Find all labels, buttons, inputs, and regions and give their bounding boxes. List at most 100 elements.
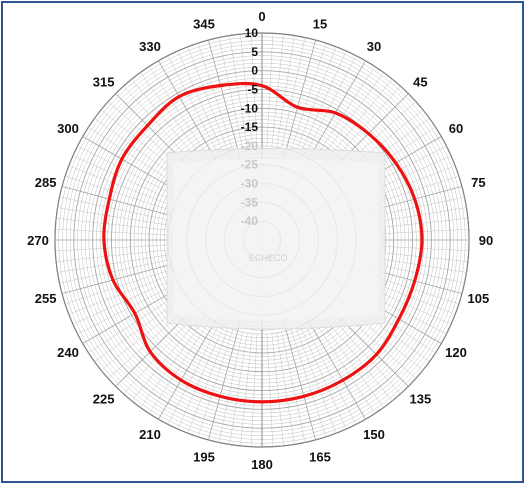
grid-spoke [304,323,357,425]
grid-spoke [250,333,258,447]
angle-tick-label: 255 [35,291,57,306]
grid-spoke [77,282,179,335]
angle-tick-label: 270 [27,233,49,248]
series-layer [102,81,424,404]
grid-spoke [266,333,274,447]
grid-spoke [317,315,384,408]
angle-tick-label: 315 [93,75,115,90]
grid-spoke [187,46,229,153]
grid-spoke [131,312,203,402]
watermark-ring [205,183,319,297]
grid-spoke [77,145,179,198]
radial-tick-label: 5 [251,45,258,59]
radial-tick-label: -40 [241,214,259,228]
grid-spoke [177,325,224,430]
grid-spoke [276,35,295,148]
grid-spoke [229,332,248,445]
grid-spoke [218,331,243,443]
angle-tick-label: 165 [309,449,331,464]
grid-spoke [197,329,234,437]
grid-spoke [72,155,177,202]
grid-spoke [72,278,177,325]
angle-tick-label: 135 [410,391,432,406]
grid-spoke [197,43,234,151]
grid-spoke [281,331,306,443]
device-face [173,159,379,320]
grid-spoke [149,66,211,162]
grid-spoke [140,315,207,408]
radial-tick-label: -35 [241,195,259,209]
grid-spoke [59,196,171,221]
grid-spoke [281,37,306,149]
grid-spoke [177,50,224,155]
radial-tick-label: 10 [245,26,259,40]
grid-spoke [304,55,357,157]
angle-tick-label: 30 [367,39,381,54]
radial-tick-label: -25 [241,158,259,172]
angle-tick-label: 45 [413,75,427,90]
angle-tick-label: 210 [139,427,161,442]
angle-tick-label: 300 [57,121,79,136]
angle-tick-label: 15 [313,17,327,32]
grid-spoke [313,318,375,414]
angle-tick-label: 180 [251,457,273,472]
angle-tick-labels: 0153045607590105120135150165180195210225… [27,9,493,472]
watermark-ring [242,220,282,260]
radial-tick-label: -10 [241,101,259,115]
grid-spoke [55,228,169,236]
watermark-ring [186,164,338,316]
grid-spoke [276,332,295,445]
angle-tick-label: 225 [93,391,115,406]
grid-spoke [271,34,284,147]
radial-tick-label: -5 [247,82,258,96]
grid-spoke [218,37,243,149]
grid-spoke [295,327,337,434]
grid-spoke [57,254,170,273]
angle-tick-label: 285 [35,175,57,190]
angle-tick-label: 120 [445,345,467,360]
grid-spoke [295,46,337,153]
grid-spoke [290,43,327,151]
grid-spoke [271,333,284,446]
angle-tick-label: 75 [471,175,485,190]
grid-spoke [59,259,171,284]
radial-tick-label: -30 [241,177,259,191]
grid-spoke [65,175,173,212]
angle-tick-label: 60 [449,121,463,136]
grid-spoke [321,312,393,402]
grid-spoke [68,165,175,207]
angle-tick-label: 105 [468,291,490,306]
grid-spoke [56,249,169,262]
grid-spoke [56,218,169,231]
angle-tick-label: 0 [258,9,265,24]
watermark-label: ECHECO [249,253,288,263]
radial-tick-label: -20 [241,139,259,153]
angle-tick-label: 195 [193,449,215,464]
radial-tick-labels: 10 5 0 -5 -10 -15 -20 -25 -30 -35 -40 [241,26,259,228]
grid-spoke [229,35,248,148]
grid-spoke [313,66,375,162]
grid-spoke [167,55,220,157]
device-watermark: ECHECO [166,145,386,335]
radial-tick-label: 0 [251,64,258,78]
grid-spoke [187,327,229,434]
angle-tick-label: 90 [479,233,493,248]
watermark-ring [167,145,357,335]
grid-spoke [240,333,253,446]
grid-spoke [149,318,211,414]
grid-spoke [57,207,170,226]
angle-tick-label: 150 [363,427,385,442]
angle-tick-label: 330 [139,39,161,54]
grid-spoke [300,325,347,430]
watermark-ring [224,202,300,278]
angle-tick-label: 345 [193,17,215,32]
angle-tick-label: 240 [57,345,79,360]
grid-spoke [300,50,347,155]
grid-spoke [250,33,258,147]
grid-spoke [240,34,253,147]
grid-spoke [65,268,173,305]
grid-spoke [167,323,220,425]
grid-spoke [55,244,169,252]
grid-spoke [317,72,384,165]
